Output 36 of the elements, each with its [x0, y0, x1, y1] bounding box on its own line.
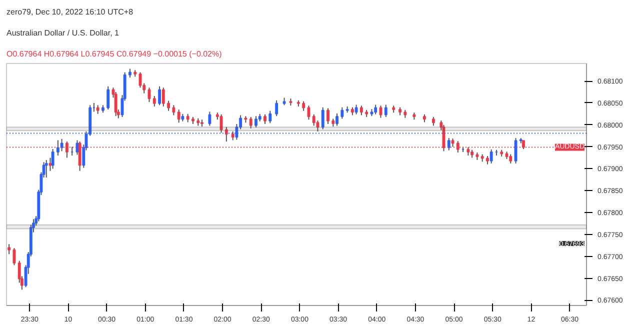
candlestick — [44, 159, 48, 178]
candlestick — [254, 116, 258, 128]
candlestick — [268, 110, 272, 124]
candlestick — [177, 109, 180, 124]
candlestick — [208, 111, 212, 126]
candlestick — [249, 116, 252, 129]
candlestick — [321, 106, 324, 130]
candlestick — [158, 86, 161, 106]
candlestick — [8, 244, 11, 255]
candlestick — [316, 120, 320, 132]
candlestick — [275, 100, 278, 117]
candlestick — [490, 148, 493, 164]
candlestick — [224, 126, 228, 142]
candlestick — [354, 104, 358, 115]
candlestick — [374, 104, 378, 115]
candlestick — [152, 95, 156, 107]
candlestick — [336, 112, 338, 126]
chart-title: Australian Dollar / U.S. Dollar, 1 — [6, 28, 120, 38]
candlestick — [447, 138, 450, 151]
candlestick — [114, 91, 118, 117]
candlestick — [326, 108, 330, 124]
candlestick — [106, 86, 110, 110]
candlestick — [56, 140, 60, 156]
candlestick — [172, 104, 176, 116]
candlestick — [167, 100, 170, 112]
candlestick — [340, 106, 344, 120]
candlestick — [60, 138, 64, 152]
text: zero79, Dec 10, 2022 16:10 UTC+8 — [6, 8, 134, 16]
chart-subtitle: O0.67964 H0.67964 L0.67945 C0.67949 −0.00015 (−0.02%) — [6, 50, 222, 58]
candlestick — [384, 104, 388, 118]
candlestick — [51, 148, 54, 170]
candlestick — [360, 105, 363, 116]
candlestick — [162, 87, 165, 107]
candlestick — [264, 114, 266, 124]
candlestick — [509, 154, 512, 164]
candlestick — [302, 100, 306, 112]
